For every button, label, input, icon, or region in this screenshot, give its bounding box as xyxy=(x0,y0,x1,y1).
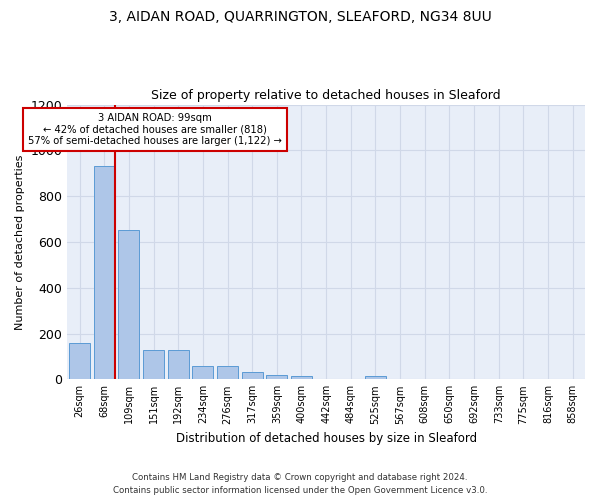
Bar xyxy=(143,350,164,380)
Bar xyxy=(365,376,386,380)
Bar xyxy=(266,374,287,380)
Text: Contains HM Land Registry data © Crown copyright and database right 2024.
Contai: Contains HM Land Registry data © Crown c… xyxy=(113,474,487,495)
Y-axis label: Number of detached properties: Number of detached properties xyxy=(15,154,25,330)
Bar xyxy=(193,366,214,380)
X-axis label: Distribution of detached houses by size in Sleaford: Distribution of detached houses by size … xyxy=(176,432,477,445)
Bar xyxy=(242,372,263,380)
Text: 3 AIDAN ROAD: 99sqm
← 42% of detached houses are smaller (818)
57% of semi-detac: 3 AIDAN ROAD: 99sqm ← 42% of detached ho… xyxy=(28,113,282,146)
Bar xyxy=(168,350,189,380)
Bar xyxy=(69,342,90,380)
Text: 3, AIDAN ROAD, QUARRINGTON, SLEAFORD, NG34 8UU: 3, AIDAN ROAD, QUARRINGTON, SLEAFORD, NG… xyxy=(109,10,491,24)
Bar xyxy=(118,230,139,380)
Bar xyxy=(217,366,238,380)
Bar xyxy=(291,376,312,380)
Title: Size of property relative to detached houses in Sleaford: Size of property relative to detached ho… xyxy=(151,89,501,102)
Bar xyxy=(94,166,115,380)
